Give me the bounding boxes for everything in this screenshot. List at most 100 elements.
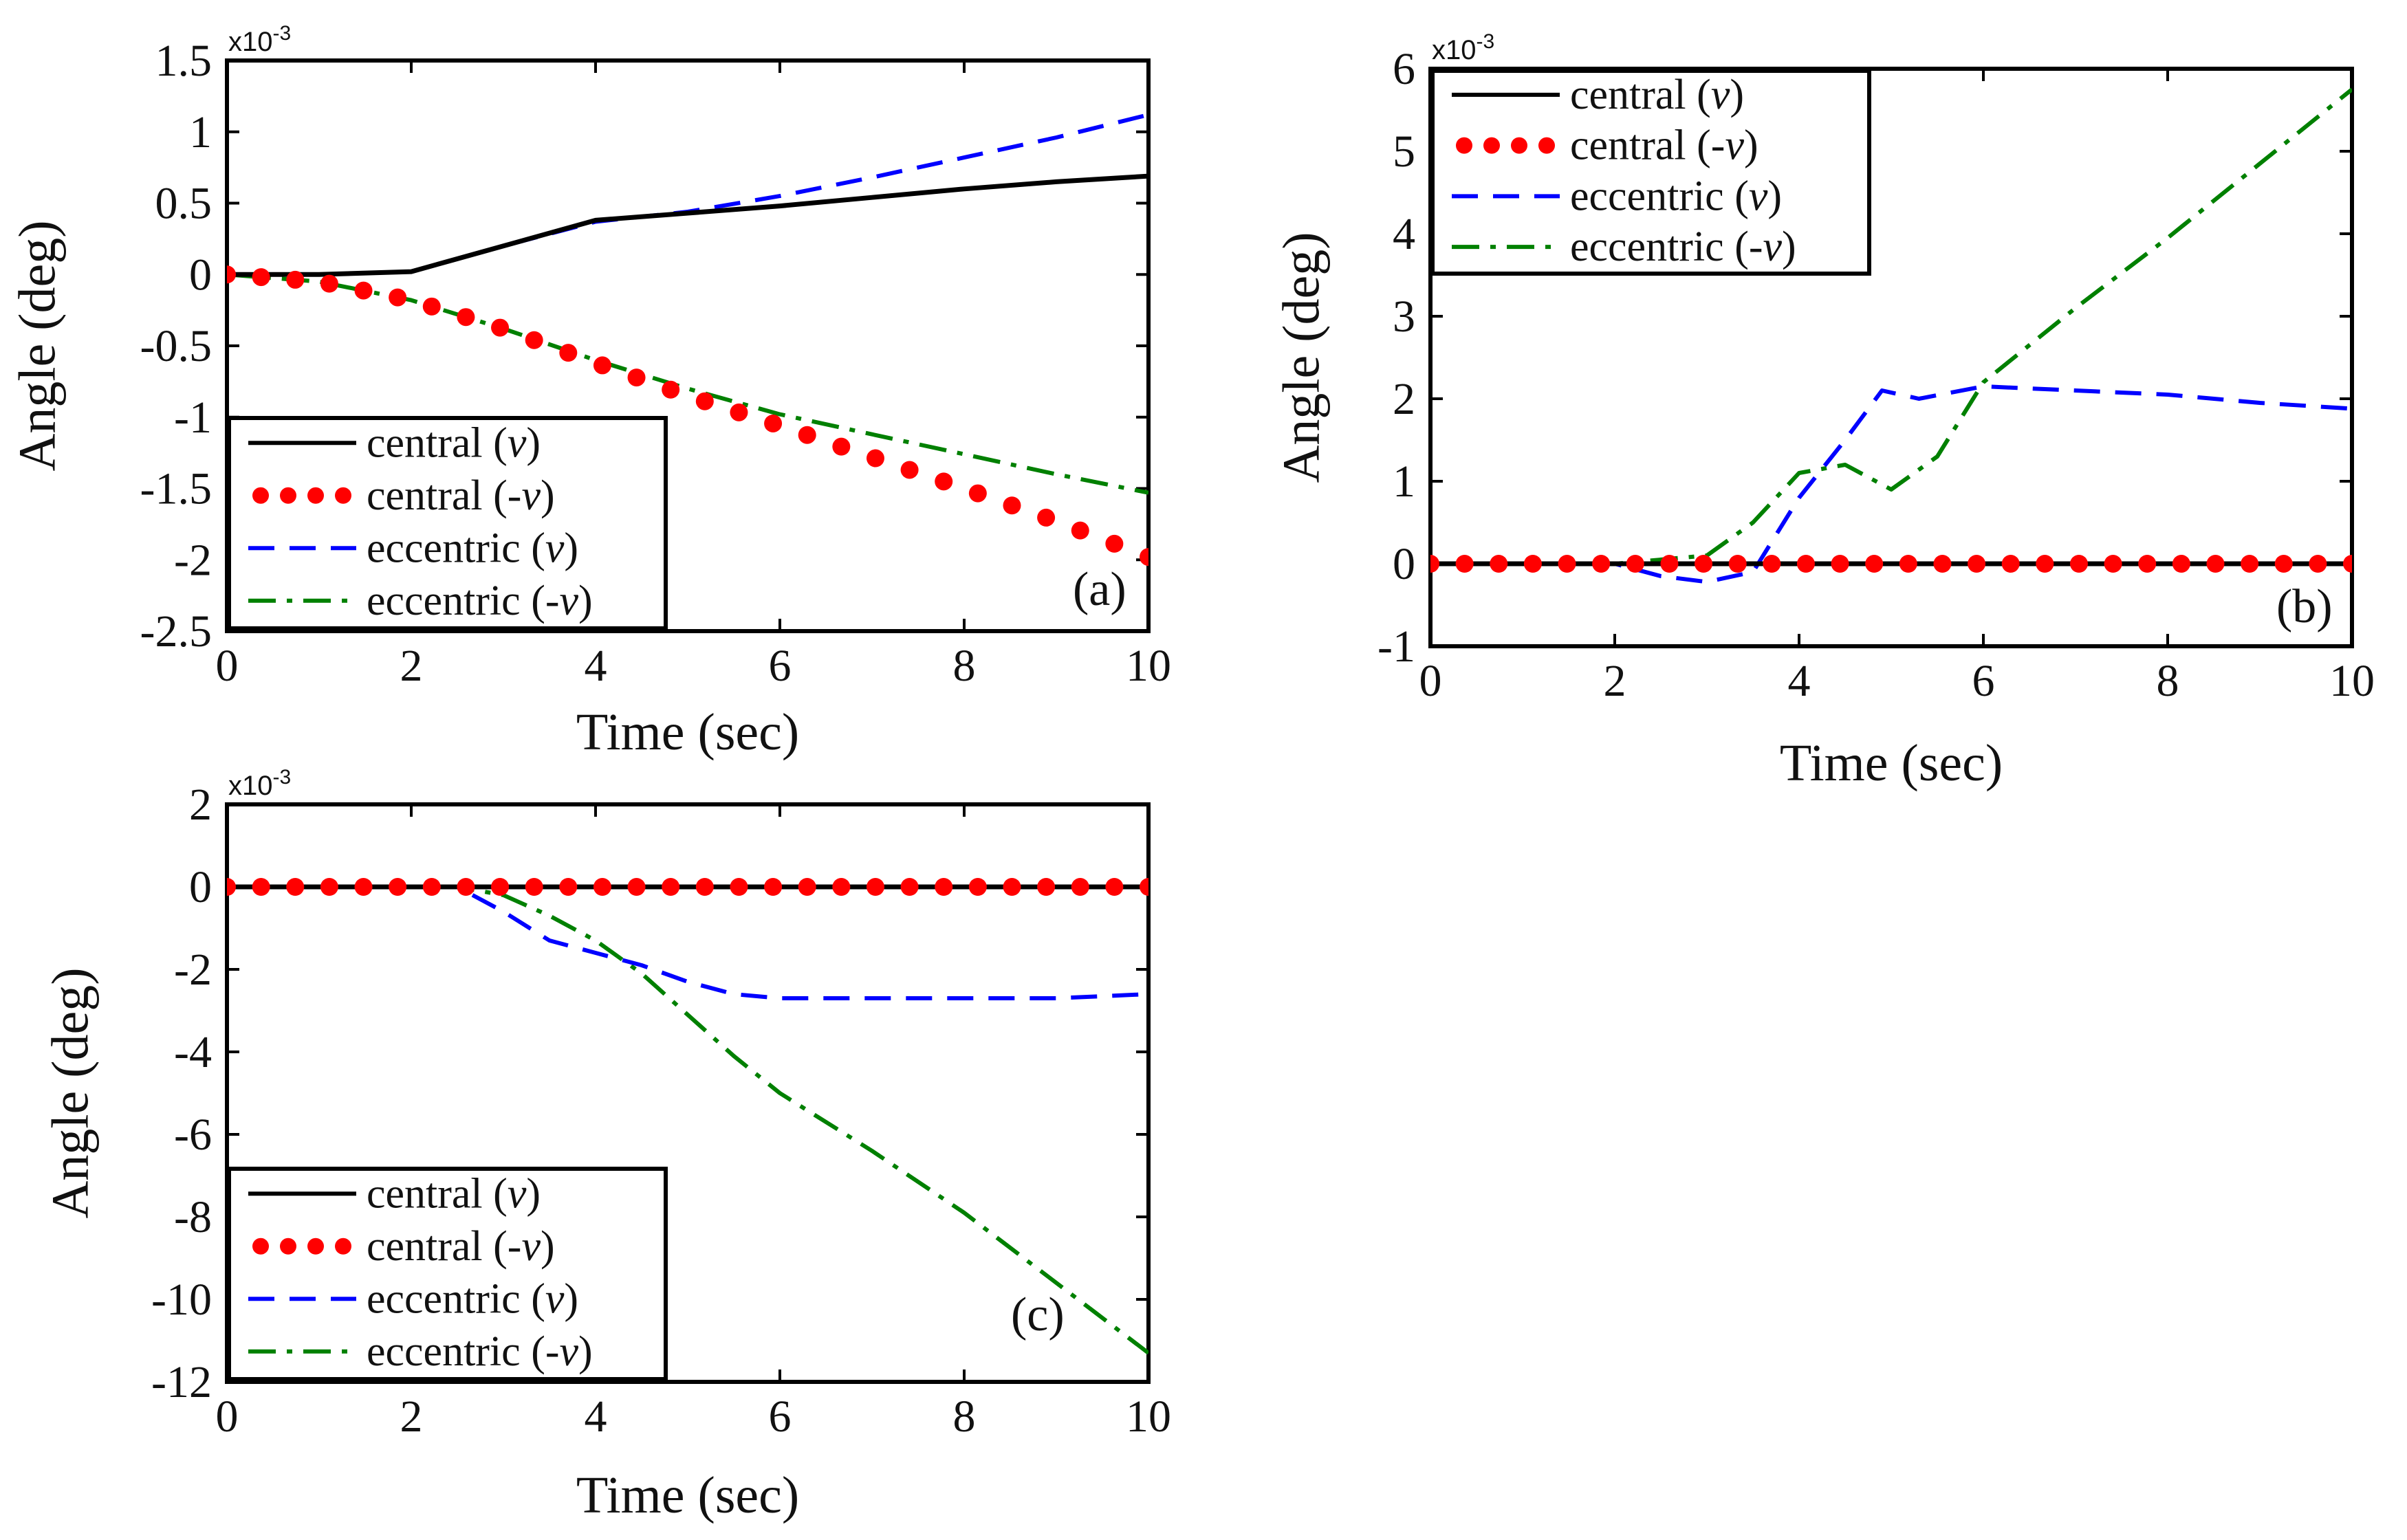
series-point-central-neg-v [593, 356, 611, 375]
x-tick-label: 10 [1126, 1392, 1171, 1442]
axis-exponent-label: x10-3 [1432, 30, 1494, 65]
series-point-central-neg-v [1933, 555, 1952, 573]
legend-label: eccentric (-v) [367, 578, 593, 624]
x-tick-label: 8 [953, 1392, 976, 1442]
legend-label: eccentric (v) [1570, 173, 1782, 219]
legend-label: central (-v) [367, 1223, 555, 1270]
series-point-central-neg-v [798, 426, 816, 444]
series-point-central-neg-v [1455, 555, 1474, 573]
legend-swatch-dot [252, 1238, 269, 1255]
series-point-central-neg-v [1140, 548, 1148, 566]
series-point-central-neg-v [1105, 878, 1124, 896]
series-point-central-neg-v [1105, 534, 1124, 553]
legend-swatch-dot [1456, 137, 1472, 154]
series-point-central-neg-v [2206, 555, 2225, 573]
series-point-central-neg-v [252, 878, 270, 896]
series-point-central-neg-v [1968, 555, 1986, 573]
axis-exponent-label: x10-3 [228, 766, 291, 801]
x-tick-label: 2 [400, 641, 423, 691]
legend-swatch-dot [335, 1238, 351, 1255]
series-point-central-neg-v [1140, 878, 1148, 896]
series-group [1430, 87, 2352, 584]
series-point-central-neg-v [866, 878, 884, 896]
legend-label: eccentric (-v) [367, 1328, 593, 1375]
x-tick-label: 6 [769, 1392, 792, 1442]
series-point-central-neg-v [1592, 555, 1611, 573]
series-point-central-neg-v [730, 403, 748, 421]
series-point-central-neg-v [286, 270, 305, 289]
y-tick-label: -8 [174, 1192, 212, 1242]
series-point-central-neg-v [422, 878, 441, 896]
legend-label: central (-v) [367, 472, 555, 519]
y-axis-label: Angle (deg) [1272, 232, 1330, 483]
series-line-eccentric-neg-v [227, 272, 1148, 495]
series-point-central-neg-v [1037, 508, 1056, 527]
y-tick-label: -4 [174, 1027, 212, 1077]
legend-swatch-dot [307, 487, 324, 504]
series-line-eccentric-v [227, 885, 1148, 1000]
series-point-central-neg-v [491, 318, 510, 337]
series-point-central-neg-v [2274, 555, 2293, 573]
series-point-central-neg-v [900, 878, 919, 896]
series-point-central-neg-v [832, 878, 851, 896]
x-tick-label: 0 [216, 1392, 239, 1442]
x-tick-label: 2 [1604, 656, 1626, 706]
series-point-central-neg-v [2069, 555, 2088, 573]
y-tick-label: 0 [1393, 539, 1415, 589]
y-tick-label: 2 [189, 780, 212, 830]
x-tick-label: 6 [769, 641, 792, 691]
series-point-central-neg-v [798, 878, 816, 896]
series-point-central-neg-v [286, 878, 305, 896]
legend-swatch-dot [335, 487, 351, 504]
y-tick-label: -12 [151, 1357, 212, 1407]
series-point-central-neg-v [422, 297, 441, 316]
series-group [227, 878, 1148, 1355]
legend-box [227, 416, 668, 630]
series-point-central-neg-v [695, 392, 714, 410]
series-point-central-neg-v [1660, 555, 1679, 573]
series-point-central-neg-v [1796, 555, 1815, 573]
series-point-central-neg-v [730, 878, 748, 896]
series-point-central-neg-v [695, 878, 714, 896]
series-point-central-neg-v [627, 878, 646, 896]
series-point-central-neg-v [227, 878, 236, 896]
panel-label: (b) [2276, 580, 2333, 633]
legend: central (v)central (-v)eccentric (v)ecce… [227, 416, 668, 630]
series-point-central-neg-v [1003, 878, 1021, 896]
x-tick-label: 0 [1419, 656, 1442, 706]
x-axis-label: Time (sec) [576, 1466, 799, 1524]
y-axis-label: Angle (deg) [41, 967, 99, 1218]
series-point-central-neg-v [1695, 555, 1713, 573]
panel-label: (c) [1011, 1288, 1065, 1341]
series-point-central-neg-v [491, 878, 510, 896]
x-tick-label: 6 [1972, 656, 1995, 706]
legend-label: central (v) [1570, 72, 1744, 118]
x-tick-label: 4 [585, 1392, 607, 1442]
series-point-central-neg-v [968, 484, 987, 503]
legend: central (v)central (-v)eccentric (v)ecce… [1430, 69, 1871, 276]
series-line-central-v [227, 173, 1148, 277]
y-axis-label: Angle (deg) [8, 220, 66, 471]
x-tick-label: 10 [1126, 641, 1171, 691]
series-point-central-neg-v [320, 274, 338, 293]
x-axis-label: Time (sec) [576, 703, 799, 761]
series-point-central-neg-v [227, 265, 236, 284]
y-tick-label: 5 [1393, 126, 1415, 177]
x-axis-label: Time (sec) [1780, 734, 2003, 792]
series-point-central-neg-v [764, 414, 783, 432]
legend-swatch-dot [1483, 137, 1500, 154]
series-point-central-neg-v [2343, 555, 2352, 573]
y-tick-label: -0.5 [140, 321, 212, 371]
series-point-central-neg-v [2309, 555, 2327, 573]
legend-swatch-dot [307, 1238, 324, 1255]
axis-exponent-label: x10-3 [228, 22, 291, 57]
series-point-central-neg-v [968, 878, 987, 896]
y-tick-label: 0 [189, 862, 212, 912]
series-point-central-neg-v [662, 380, 680, 399]
x-tick-label: 2 [400, 1392, 423, 1442]
y-tick-label: -2 [174, 535, 212, 585]
series-point-central-neg-v [1003, 496, 1021, 515]
series-point-central-neg-v [2138, 555, 2157, 573]
